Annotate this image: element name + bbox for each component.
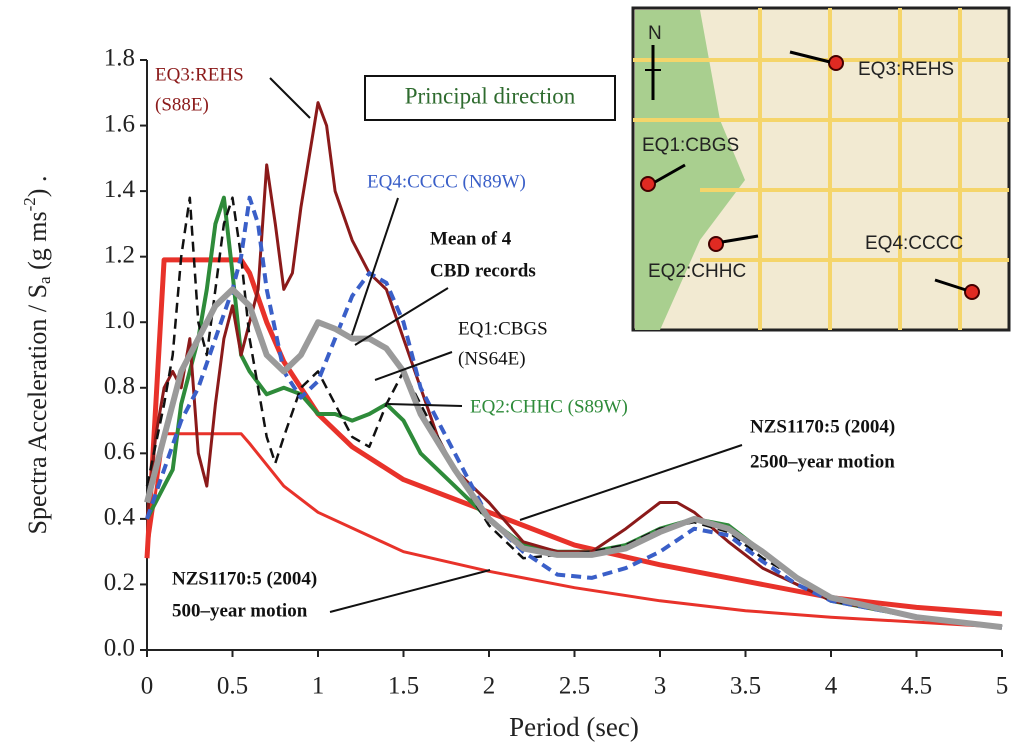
map-label: EQ3:REHS — [858, 59, 954, 80]
x-tick-label: 4 — [825, 673, 838, 700]
x-tick-label: 1 — [312, 673, 325, 700]
series-label: EQ3:REHS — [155, 64, 244, 85]
x-tick-label: 2 — [483, 673, 496, 700]
series-label: EQ4:CCCC (N89W) — [367, 171, 526, 192]
y-tick-label: 1.6 — [104, 110, 135, 137]
north-label: N — [648, 23, 662, 44]
map-label: EQ1:CBGS — [642, 135, 739, 156]
y-tick-label: 1.8 — [104, 45, 135, 72]
y-tick-label: 1.0 — [104, 307, 135, 334]
annotation-leader — [270, 78, 310, 118]
y-tick-label: 0.0 — [104, 635, 135, 662]
annotation-leader — [352, 198, 398, 335]
map-label: EQ4:CCCC — [865, 233, 963, 254]
page: {"chart_data": {"type": "line", "x_label… — [0, 0, 1014, 751]
annotation-leader — [520, 445, 742, 520]
annotation-leader — [388, 404, 462, 406]
map-label: EQ2:CHHC — [648, 261, 746, 282]
chart: 0.0 0.2 0.4 0.6 0.8 1.0 1.2 1.4 1.6 1.8 0 0.5 1 1.5 2 2… — [0, 0, 1014, 751]
x-tick-label: 0.5 — [217, 673, 248, 700]
y-tick-label: 1.4 — [104, 176, 136, 203]
annotation-leader — [330, 570, 490, 612]
principal-label: Principal direction — [405, 83, 576, 108]
y-tick-label: 0.2 — [104, 569, 135, 596]
y-title-sup: -2 — [20, 197, 39, 211]
y-title-part: ) . — [23, 176, 52, 198]
series-label: CBD records — [430, 260, 536, 281]
y-title-part: (g ms — [23, 211, 52, 276]
x-axis-title: Period (sec) — [509, 712, 639, 742]
series-label: 500–year motion — [172, 600, 308, 621]
y-tick-label: 0.6 — [104, 438, 135, 465]
y-tick-label: 0.4 — [104, 504, 136, 531]
x-tick-label: 4.5 — [901, 673, 932, 700]
y-tick-label: 1.2 — [104, 241, 135, 268]
x-tick-label: 5 — [996, 673, 1009, 700]
y-axis-title: Spectra Acceleration / Sa (g ms-2) . — [20, 176, 54, 535]
x-tick-label: 0 — [141, 673, 154, 700]
x-tick-label: 3 — [654, 673, 667, 700]
series-label: Mean of 4 — [430, 228, 512, 249]
y-tick-label: 0.8 — [104, 373, 135, 400]
series-label: EQ1:CBGS — [458, 318, 548, 339]
x-tick-label: 3.5 — [730, 673, 761, 700]
x-tick-label: 2.5 — [559, 673, 590, 700]
x-tick-label: 1.5 — [388, 673, 419, 700]
series-label: (NS64E) — [458, 348, 526, 369]
series-label: 2500–year motion — [750, 451, 895, 472]
series-label: EQ2:CHHC (S89W) — [470, 396, 628, 417]
y-title-part: Spectra Acceleration / S — [23, 284, 52, 535]
series-label: NZS1170:5 (2004) — [750, 416, 895, 437]
series-label: (S88E) — [155, 94, 209, 115]
inset-map: N EQ3:REHS EQ1:CBGS EQ2:CHHC EQ4:CCCC — [633, 8, 1009, 330]
series-label: NZS1170:5 (2004) — [172, 568, 317, 589]
